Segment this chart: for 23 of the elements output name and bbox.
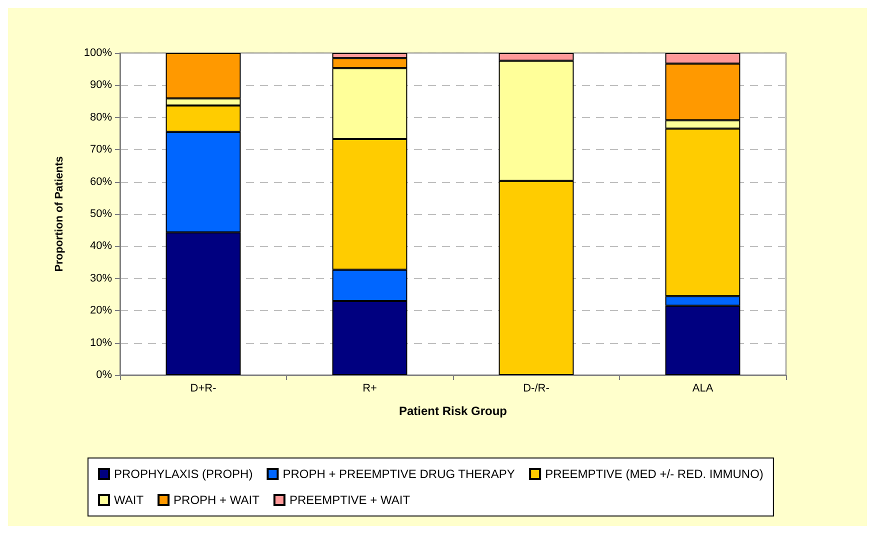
y-tick-label: 100% [84, 47, 112, 59]
legend-label: PROPHYLAXIS (PROPH) [114, 467, 253, 481]
y-tick-label: 20% [90, 304, 112, 317]
y-axis-title: Proportion of Patients [54, 156, 66, 272]
y-tick-label: 90% [90, 79, 112, 92]
y-tick-label: 50% [90, 208, 112, 220]
y-tick-label: 40% [90, 240, 112, 252]
x-tick-label: ALA [692, 382, 714, 394]
x-axis-title: Patient Risk Group [398, 404, 508, 418]
y-tick-label: 30% [90, 272, 112, 284]
legend-label: PREEMPTIVE (MED +/- RED. IMMUNO) [545, 467, 764, 481]
legend-label: PREEMPTIVE + WAIT [289, 493, 411, 507]
y-tick-label: 10% [90, 336, 112, 349]
x-tick-label: D-/R- [523, 382, 550, 394]
y-tick-label: 70% [90, 144, 112, 156]
legend-label: WAIT [114, 493, 144, 507]
y-tick-label: 60% [90, 176, 112, 188]
legend-label: PROPH + PREEMPTIVE DRUG THERAPY [282, 467, 515, 481]
y-tick-label: 0% [96, 369, 112, 381]
x-tick-label: D+R- [190, 382, 217, 394]
y-tick-label: 80% [90, 111, 112, 124]
x-tick-label: R+ [362, 382, 377, 394]
legend-label: PROPH + WAIT [174, 493, 260, 507]
